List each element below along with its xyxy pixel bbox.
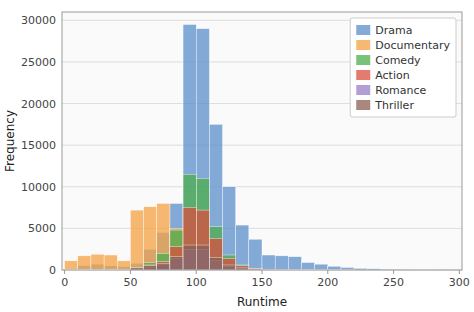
bar — [183, 24, 196, 270]
tick-label: 25000 — [21, 56, 56, 69]
bar — [170, 257, 183, 270]
bar — [183, 245, 196, 270]
series — [65, 174, 354, 270]
tick-label: 100 — [186, 276, 207, 289]
bar — [144, 263, 157, 270]
tick-label: 200 — [317, 276, 338, 289]
tick — [393, 270, 394, 274]
bar — [157, 203, 170, 270]
bar — [170, 228, 183, 270]
bar — [288, 257, 301, 270]
bar — [196, 178, 209, 270]
legend-label: Thriller — [374, 99, 414, 112]
tick-label: 5000 — [28, 222, 56, 235]
bar — [170, 247, 183, 270]
bar — [275, 256, 288, 270]
legend-swatch — [356, 100, 370, 110]
tick-label: 10000 — [21, 181, 56, 194]
bar — [144, 266, 157, 270]
bar — [223, 255, 236, 270]
legend-label: Action — [375, 69, 409, 82]
legend-label: Documentary — [375, 39, 450, 52]
tick-label: 250 — [383, 276, 404, 289]
grid-line — [62, 228, 462, 229]
series — [65, 245, 354, 270]
x-axis-label: Runtime — [237, 295, 287, 309]
tick — [459, 270, 460, 274]
bar — [144, 265, 157, 270]
bar — [209, 258, 222, 270]
grid-line — [62, 145, 462, 146]
bar — [196, 210, 209, 270]
tick — [262, 270, 263, 274]
tick — [130, 270, 131, 274]
series — [65, 203, 407, 270]
grid-line — [62, 186, 462, 187]
legend-swatch — [356, 55, 370, 65]
bar — [144, 207, 157, 270]
bar — [196, 29, 209, 270]
legend-label: Comedy — [375, 54, 421, 67]
tick-label: 0 — [61, 276, 68, 289]
bar — [209, 227, 222, 270]
bar — [209, 238, 222, 270]
legend-swatch — [356, 25, 370, 35]
bar — [91, 254, 104, 270]
bar — [104, 255, 117, 270]
legend-label: Romance — [375, 84, 426, 97]
plot-area — [62, 12, 462, 270]
bar — [262, 255, 275, 270]
series — [65, 24, 460, 270]
y-axis: 0 5000 10000 15000 20000 25000 30000 — [21, 14, 462, 277]
bar — [223, 258, 236, 270]
bar — [209, 124, 222, 270]
bar — [236, 266, 249, 270]
bar — [157, 262, 170, 270]
bar — [315, 264, 328, 270]
bar — [328, 266, 341, 270]
bar — [130, 210, 143, 270]
series — [65, 208, 354, 270]
bar — [183, 208, 196, 270]
x-axis: 0 50 100 150 200 250 300 — [61, 270, 470, 289]
bar — [157, 253, 170, 270]
legend-swatch — [356, 85, 370, 95]
tick-label: 150 — [252, 276, 273, 289]
bar — [78, 256, 91, 270]
bar — [301, 263, 314, 270]
tick-label: 0 — [49, 264, 56, 277]
legend: Drama Documentary Comedy Action Romance Thril… — [350, 18, 456, 117]
legend-swatch — [356, 70, 370, 80]
bar — [170, 203, 183, 270]
chart: 0 5000 10000 15000 20000 25000 30000 0 50 100 150 2… — [0, 0, 474, 312]
bar — [157, 264, 170, 270]
bar — [117, 261, 130, 270]
bar — [196, 245, 209, 270]
tick — [196, 270, 197, 274]
bar — [183, 174, 196, 270]
bar — [170, 230, 183, 270]
tick — [327, 270, 328, 274]
tick-label: 20000 — [21, 98, 56, 111]
bar — [236, 225, 249, 270]
legend-label: Drama — [375, 24, 412, 37]
bar — [249, 239, 262, 270]
tick-label: 30000 — [21, 14, 56, 27]
plot-frame — [62, 12, 462, 270]
bar — [236, 265, 249, 270]
tick-label: 50 — [123, 276, 137, 289]
bar — [223, 187, 236, 270]
legend-box — [350, 18, 456, 117]
tick — [64, 270, 65, 274]
y-axis-label: Frequency — [3, 110, 17, 172]
bar — [223, 265, 236, 270]
tick-label: 15000 — [21, 139, 56, 152]
tick-label: 300 — [449, 276, 470, 289]
bars — [65, 24, 460, 270]
bar — [65, 261, 78, 270]
legend-swatch — [356, 40, 370, 50]
bar — [157, 263, 170, 270]
